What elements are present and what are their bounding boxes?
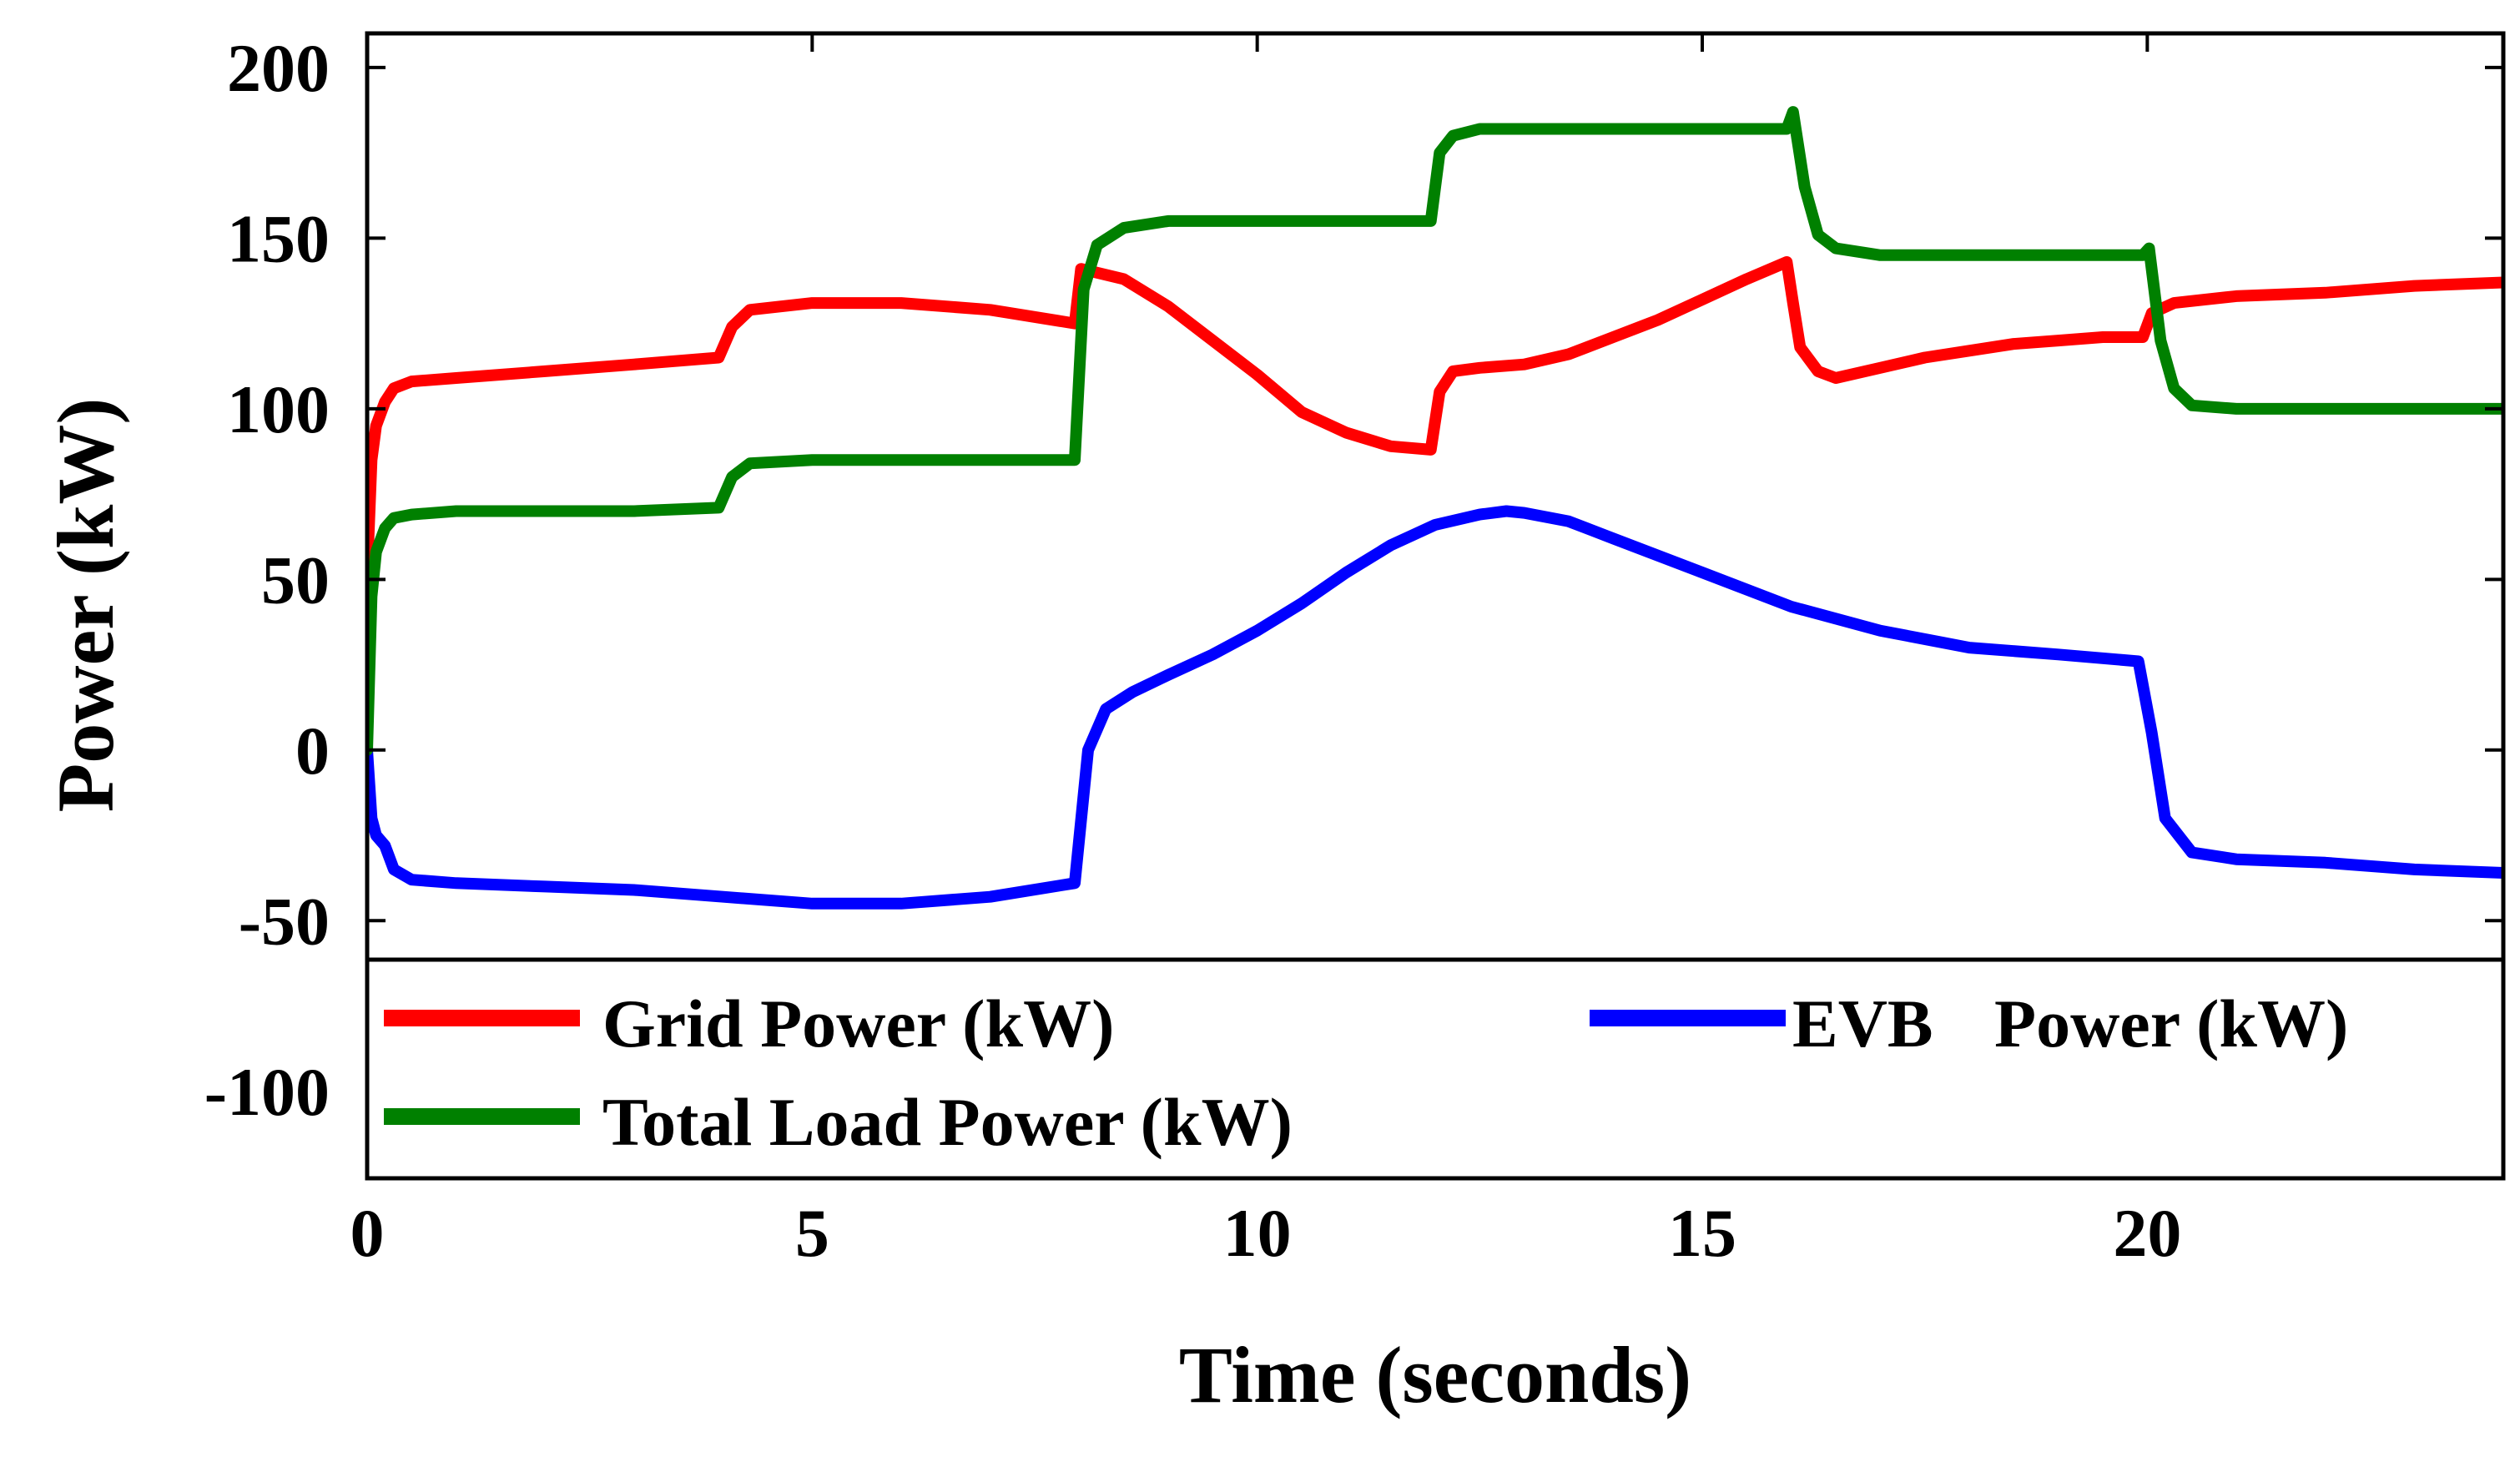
x-tick-label: 15 [1668, 1195, 1736, 1271]
legend-label-evb: EVB [1792, 986, 1933, 1061]
legend-label-total-load-power: Total Load Power (kW) [602, 1084, 1293, 1160]
y-tick-label: 200 [227, 30, 330, 106]
x-tick-label: 5 [795, 1195, 829, 1271]
legend-label-evb-suffix: Power (kW) [1994, 986, 2348, 1061]
axis-tick-labels: 0 5 10 15 20 -100 -50 0 50 100 150 200 [204, 30, 2182, 1271]
y-tick-label: 0 [295, 713, 330, 789]
x-tick-label: 10 [1223, 1195, 1292, 1271]
x-axis-title: Time (seconds) [1179, 1330, 1691, 1419]
series-line-evb-power [367, 505, 2503, 910]
y-axis-title: Power (kW) [41, 398, 130, 813]
series-line-grid-power [367, 256, 2503, 579]
x-tick-label: 20 [2113, 1195, 2181, 1271]
y-tick-label: -100 [204, 1054, 330, 1130]
x-tick-label: 0 [350, 1195, 385, 1271]
legend: Grid Power (kW) EVB Power (kW) Total Loa… [365, 957, 2506, 1181]
y-tick-label: -50 [239, 883, 330, 959]
series-line-total-load-power [367, 106, 2503, 756]
plot-lines [367, 106, 2503, 910]
legend-label-grid-power: Grid Power (kW) [602, 986, 1114, 1061]
y-tick-label: 100 [227, 371, 330, 447]
legend-box [365, 957, 2506, 1181]
y-tick-label: 50 [261, 542, 330, 618]
y-tick-label: 150 [227, 200, 330, 276]
